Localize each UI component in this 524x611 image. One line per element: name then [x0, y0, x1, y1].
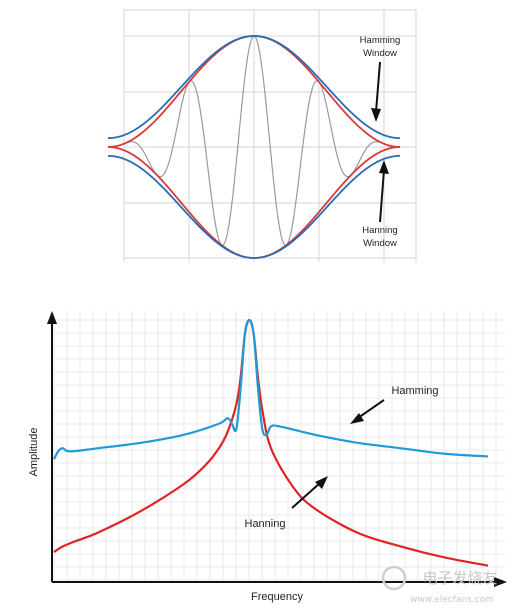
hanning-window-label-line1: Hanning	[362, 225, 397, 236]
bottom-chart: Amplitude Frequency Hamming Hanning	[28, 311, 507, 603]
bottom-chart-curves	[53, 318, 489, 567]
hanning-window-label-line2: Window	[363, 238, 397, 249]
hamming-window-label-line1: Hamming	[360, 35, 401, 46]
hamming-window-label-line2: Window	[363, 48, 397, 59]
watermark: 电子发烧友 www.elecfans.com	[381, 565, 498, 605]
hamming-window-arrow	[371, 61, 381, 122]
watermark-logo-icon	[381, 565, 407, 591]
bottom-chart-grid	[53, 311, 505, 581]
hanning-window-arrow	[379, 160, 389, 223]
hamming-label: Hamming	[391, 385, 438, 397]
hamming-arrow	[350, 399, 385, 424]
watermark-url: www.elecfans.com	[410, 595, 494, 605]
y-axis-title: Amplitude	[28, 428, 40, 477]
hamming-envelope-lower	[107, 154, 401, 259]
hanning-label: Hanning	[245, 518, 286, 530]
x-axis-title: Frequency	[251, 591, 303, 603]
top-chart: Hamming Window Hanning Window	[107, 9, 417, 262]
top-chart-curves	[107, 35, 401, 259]
hanning-arrow	[291, 476, 328, 509]
hamming-spectrum-line	[53, 318, 489, 460]
x-axis	[52, 577, 507, 587]
y-axis	[47, 311, 57, 582]
hamming-envelope-upper	[107, 35, 401, 140]
watermark-text: 电子发烧友	[422, 569, 497, 587]
